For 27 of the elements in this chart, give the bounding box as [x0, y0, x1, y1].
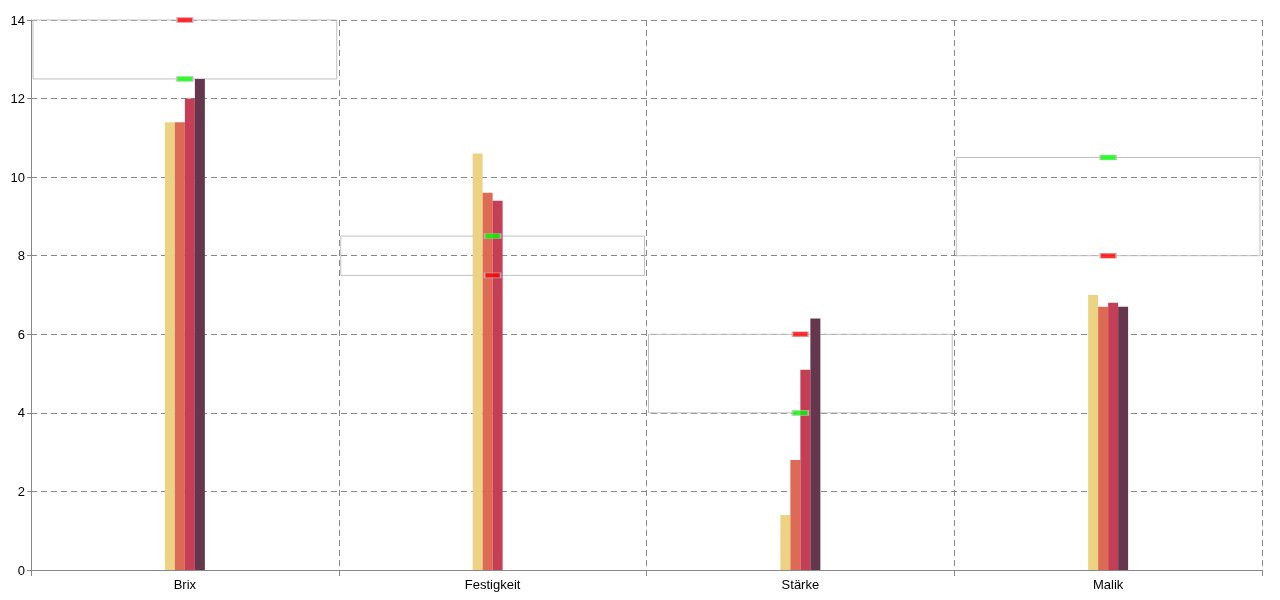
bar: [790, 460, 801, 570]
y-tick-label: 10: [10, 169, 25, 185]
x-tick-label: Malik: [1092, 577, 1124, 592]
y-tick-label: 8: [17, 248, 25, 264]
bar: [164, 122, 175, 570]
bar: [492, 200, 503, 570]
y-tick-label: 4: [17, 405, 25, 421]
bar: [1098, 306, 1109, 570]
bar: [1108, 302, 1119, 570]
bar: [780, 515, 791, 570]
y-tick-label: 14: [10, 12, 25, 28]
bar: [1118, 306, 1129, 570]
bar: [1088, 295, 1099, 570]
bar: [472, 153, 483, 570]
bar: [482, 192, 493, 570]
bar: [194, 78, 205, 570]
x-tick-label: Stärke: [781, 577, 820, 592]
y-tick-label: 6: [17, 326, 25, 342]
y-tick-label: 0: [17, 562, 25, 578]
bar: [810, 318, 821, 570]
bar: [800, 369, 811, 570]
x-tick-label: Festigkeit: [464, 577, 521, 592]
y-tick-label: 12: [10, 91, 25, 107]
bar: [174, 122, 185, 570]
bar: [184, 98, 195, 570]
y-tick-label: 2: [17, 483, 25, 499]
x-tick-label: Brix: [173, 577, 197, 592]
